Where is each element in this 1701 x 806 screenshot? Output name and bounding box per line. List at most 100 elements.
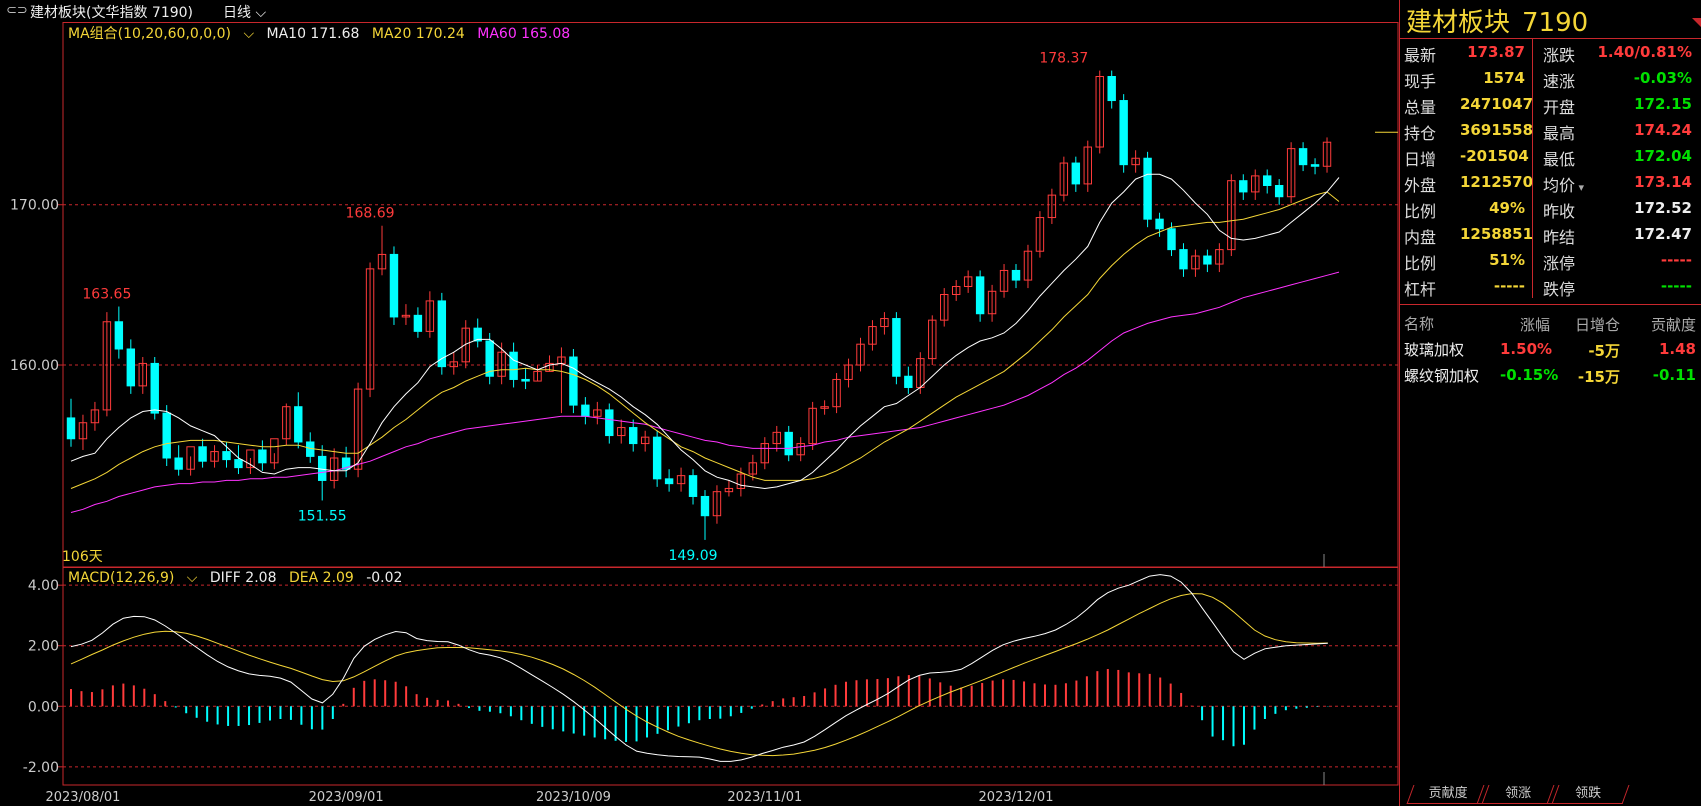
candle-body — [844, 364, 853, 380]
corner-marker — [1692, 18, 1701, 28]
y-tick-label: 0.00 — [28, 699, 59, 715]
candle-body — [210, 451, 219, 462]
tab-label: 领跌 — [1575, 786, 1602, 801]
candle-body — [1011, 269, 1021, 281]
candle-body — [1059, 162, 1069, 196]
diff-legend: DIFF 2.08 — [209, 570, 277, 586]
quote-row: 总量 2471047 开盘 172.15 — [1400, 91, 1701, 117]
quote-label: 最低 — [1543, 150, 1576, 169]
candle-body — [90, 409, 100, 424]
component-name: 螺纹钢加权 — [1404, 367, 1480, 385]
quote-value: 173.87 — [1467, 43, 1525, 61]
quote-value: 49% — [1489, 199, 1525, 217]
dea-legend: DEA 2.09 — [288, 570, 354, 586]
ma60-line — [70, 271, 1340, 513]
candle-body — [856, 343, 865, 366]
candle-body — [1095, 76, 1104, 148]
component-row[interactable]: 玻璃加权 1.50% -5万 1.48 — [1400, 336, 1701, 362]
quote-label: 最新 — [1404, 46, 1437, 65]
price-annotation: 149.09 — [669, 548, 718, 564]
quote-label: 开盘 — [1543, 98, 1576, 117]
candle-body — [329, 457, 339, 481]
candle-body — [652, 436, 662, 480]
quote-label: 速涨 — [1543, 72, 1576, 91]
quote-label: 涨停 — [1543, 254, 1576, 273]
candle-body — [617, 427, 626, 437]
candle-body — [1251, 175, 1260, 193]
candle-body — [389, 253, 399, 318]
dea-line — [70, 593, 1328, 757]
dropdown-icon[interactable]: ▾ — [1575, 181, 1585, 194]
quote-label: 现手 — [1404, 72, 1437, 91]
candle-body — [664, 478, 674, 485]
candle-body — [1083, 146, 1092, 185]
diff-line — [70, 574, 1328, 762]
candle-body — [186, 446, 195, 470]
quote-label: 杠杆 — [1404, 280, 1437, 299]
candle-body — [784, 431, 793, 456]
quote-label: 昨结 — [1543, 228, 1576, 247]
period-selector[interactable]: 日线 ⌵ — [223, 2, 266, 22]
candle-body — [545, 362, 554, 372]
x-tick-label: 2023/11/01 — [727, 790, 802, 805]
candle-body — [629, 427, 638, 445]
candle-body — [880, 318, 889, 328]
quote-row: 现手 1574 速涨 -0.03% — [1400, 65, 1701, 91]
candle-body — [593, 409, 602, 417]
candle-body — [987, 290, 997, 315]
candle-body — [341, 457, 351, 470]
candle-body — [1155, 218, 1164, 230]
quote-value: 172.15 — [1634, 95, 1692, 113]
x-tick-label: 2023/09/01 — [309, 790, 384, 805]
candle-body — [1023, 250, 1033, 281]
y-tick-label: 2.00 — [28, 639, 59, 655]
quote-label: 涨跌 — [1543, 46, 1576, 65]
candle-body — [473, 327, 482, 342]
component-row[interactable]: 螺纹钢加权 -0.15% -15万 -0.11 — [1400, 362, 1701, 388]
candle-body — [688, 475, 698, 497]
component-change: 1.50% — [1500, 340, 1553, 358]
candle-body — [1119, 100, 1128, 166]
candle-body — [437, 300, 447, 368]
quote-label: 均价 ▾ — [1543, 176, 1585, 195]
x-tick-label: 2023/08/01 — [45, 790, 120, 805]
candle-body — [461, 327, 470, 363]
candle-body — [569, 356, 578, 406]
panel-code: 7190 — [1522, 8, 1589, 38]
candle-body — [234, 459, 243, 469]
column-header[interactable]: 贡献度 — [1650, 316, 1696, 334]
quote-label: 日增 — [1404, 150, 1437, 169]
link-icon[interactable]: ⊂⊃ — [6, 3, 28, 18]
macd-group-selector[interactable]: MACD(12,26,9) ⌵ — [68, 570, 198, 586]
period-label: 日线 — [223, 5, 251, 21]
y-tick-label: -2.00 — [23, 760, 59, 776]
candle-body — [1167, 228, 1176, 251]
quote-row: 比例 51% 涨停 ----- — [1400, 247, 1701, 273]
price-annotation: 168.69 — [346, 206, 395, 222]
candle-body — [1215, 249, 1224, 265]
tab-2[interactable]: 领跌 — [1546, 785, 1630, 804]
candle-body — [78, 422, 88, 440]
chart-area[interactable]: 170.00 160.00 4.00 2.00 0.00 -2.00 2023/08/01 2… — [0, 22, 1400, 806]
kline-chart[interactable]: 170.00 160.00 4.00 2.00 0.00 -2.00 2023/08/01 2… — [0, 22, 1400, 806]
quote-value: 1574 — [1483, 69, 1525, 87]
candle-body — [700, 495, 710, 517]
column-header[interactable]: 名称 — [1404, 315, 1435, 333]
main-frame — [62, 22, 1399, 568]
candle-body — [294, 406, 303, 443]
macd-legend: MACD(12,26,9) ⌵ DIFF 2.08 DEA 2.09 -0.02 — [68, 570, 410, 586]
candle-body — [724, 487, 734, 493]
column-header[interactable]: 涨幅 — [1519, 316, 1550, 334]
column-header[interactable]: 日增仓 — [1574, 316, 1620, 334]
candle-body — [533, 370, 542, 382]
chevron-down-icon: ⌵ — [251, 5, 267, 21]
ma-group-selector[interactable]: MA组合(10,20,60,0,0,0) ⌵ — [68, 26, 255, 42]
candle-body — [1322, 141, 1332, 167]
macd-value: -0.02 — [366, 570, 403, 586]
quote-label: 跌停 — [1543, 280, 1576, 299]
candle-body — [1035, 217, 1045, 252]
quote-label: 比例 — [1404, 254, 1437, 273]
candle-body — [868, 326, 877, 345]
quote-row: 比例 49% 昨收 172.52 — [1400, 195, 1701, 221]
quote-value: 2471047 — [1460, 95, 1534, 113]
